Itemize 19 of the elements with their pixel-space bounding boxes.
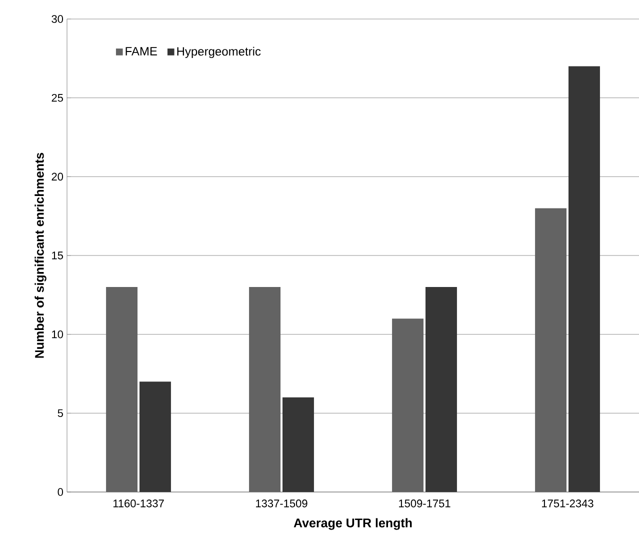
x-tick-label: 1509-1751	[399, 500, 450, 508]
x-tick-label: 1160-1337	[113, 500, 164, 508]
y-tick-label: 25	[52, 94, 63, 102]
y-tick-label: 20	[52, 172, 64, 181]
bar	[140, 382, 171, 492]
y-tick-label: 15	[52, 252, 63, 260]
bar	[282, 397, 314, 492]
y-tick-label: 5	[58, 409, 63, 418]
x-tick-label: 1337-1509	[256, 500, 308, 508]
x-tick-label: 1751-2343	[542, 500, 594, 508]
y-tick-label: 0	[58, 488, 64, 496]
y-axis-title: Number of significant enrichments	[34, 152, 46, 358]
legend-label: FAME	[126, 47, 157, 56]
x-axis-title: Average UTR length	[294, 518, 412, 530]
bar	[426, 287, 457, 492]
legend-label: Hypergeometric	[177, 46, 261, 58]
bar	[568, 66, 600, 492]
y-tick-label: 10	[52, 330, 64, 338]
y-tick-label: 30	[52, 15, 64, 23]
